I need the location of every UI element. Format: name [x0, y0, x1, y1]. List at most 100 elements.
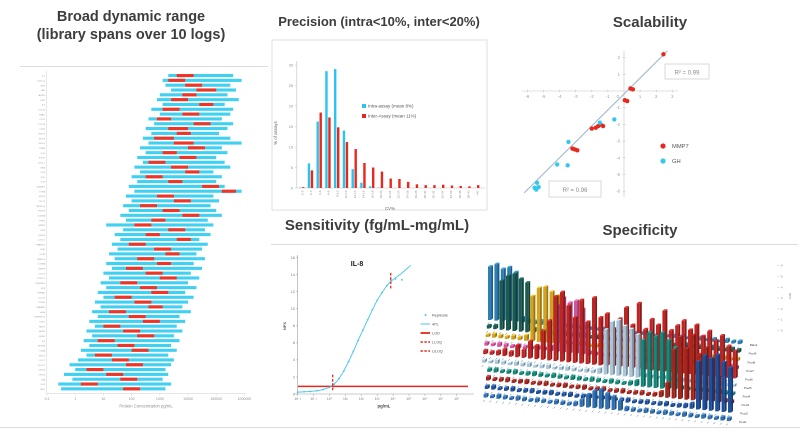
bar-top: [644, 399, 650, 401]
bar-front: [621, 339, 625, 342]
bar-side: [541, 372, 544, 377]
bar-front: [506, 370, 510, 374]
y-tick-label: 25: [289, 84, 293, 88]
bar-side: [672, 410, 675, 416]
bar-top: [530, 294, 536, 297]
normal-range-segment: [193, 122, 211, 126]
bar-top: [647, 331, 653, 333]
dynamic-range-bar: [120, 213, 222, 217]
category-label-mark: [492, 374, 495, 377]
bar-front: [502, 396, 506, 400]
category-label-mark: [713, 422, 716, 425]
bar-side: [487, 384, 490, 390]
precision-title: Precision (intra<10%, inter<20%): [278, 14, 480, 29]
inter-bar: [372, 167, 375, 188]
category-label-mark: [726, 423, 729, 426]
legend-label-inter: Inter-Assay (mean 11%): [368, 114, 417, 119]
bar-front: [620, 389, 624, 394]
bar-side: [571, 391, 573, 398]
bar-side: [515, 272, 518, 332]
bar-top: [643, 407, 649, 410]
dynamic-range-bar: [125, 218, 208, 222]
bar-top: [697, 352, 703, 355]
bar-side: [734, 339, 737, 344]
bar-top: [689, 401, 695, 404]
bar-side: [669, 338, 672, 390]
normal-range-segment: [145, 233, 160, 237]
bar-top: [519, 370, 525, 373]
normal-range-segment: [140, 286, 157, 290]
category-label-mark: [487, 322, 490, 325]
category-label-mark: [727, 414, 730, 417]
y-tick-label: 8: [293, 324, 295, 328]
bar-side: [614, 394, 617, 410]
bar-top: [561, 391, 567, 394]
bar-front: [621, 382, 625, 385]
dynamic-range-bar: [69, 363, 172, 367]
dynamic-range-bar: [142, 160, 225, 164]
category-label-mark: [487, 365, 490, 368]
dynamic-range-bar: [97, 290, 186, 294]
y-tick-label: 2: [293, 375, 295, 379]
bar-top: [732, 349, 738, 352]
y-tick-label: 12: [291, 290, 295, 294]
category-label-mark: [633, 388, 636, 391]
protein-label: FGF23: [38, 211, 46, 213]
bar-side: [586, 377, 589, 382]
category-label-mark: [486, 374, 489, 377]
category-label-mark: [669, 409, 672, 412]
category-label-mark: [492, 331, 495, 334]
bar-side: [495, 377, 498, 382]
bar-side: [494, 384, 497, 390]
x-tick-label: 100000: [210, 397, 222, 401]
x-tick-label: 12-14: [353, 190, 357, 198]
bar-side: [518, 395, 521, 401]
normal-range-segment: [154, 136, 174, 140]
bar-front: [626, 391, 630, 395]
bar-front: [534, 398, 538, 403]
bar-front: [536, 391, 540, 394]
bar-side: [569, 304, 572, 363]
x-tick-label: 24-26: [405, 190, 409, 198]
inter-bar: [424, 185, 427, 188]
bar-side: [502, 279, 505, 330]
bar-front: [723, 349, 727, 352]
bar-top: [494, 358, 500, 361]
bar-front: [688, 330, 692, 375]
replicate-point: [361, 329, 364, 331]
protein-label: CD40: [39, 129, 45, 131]
category-label-mark: [491, 339, 494, 343]
category-label-mark: [572, 408, 575, 411]
category-label-mark: [700, 420, 703, 424]
bar-front: [512, 273, 516, 332]
bar-top: [488, 359, 494, 361]
x-tick-label: 10-12: [344, 190, 348, 198]
bar-side: [627, 405, 630, 412]
category-label-mark: [482, 399, 485, 402]
protein-label: CD244: [38, 370, 46, 372]
bar-front: [624, 407, 628, 412]
category-label-mark: [530, 387, 533, 390]
bar-front: [660, 332, 664, 389]
bar-side: [718, 353, 721, 412]
bar-top: [486, 375, 491, 377]
bar-front: [564, 324, 568, 328]
bar-side: [539, 389, 541, 394]
protein-label: IL6: [42, 105, 46, 107]
bar-top: [491, 384, 497, 386]
bar-top: [518, 378, 523, 381]
bar-top: [500, 369, 505, 371]
bar-side: [519, 388, 522, 393]
bar-front: [639, 391, 643, 396]
inter-bar: [450, 185, 454, 188]
protein-label: CCL11: [38, 201, 45, 203]
category-label-mark: [481, 364, 484, 368]
bar-front: [628, 381, 632, 386]
category-label-mark: [484, 391, 487, 394]
bar-side: [575, 316, 578, 363]
category-label-mark: [682, 410, 685, 413]
bar-top: [616, 318, 622, 321]
bar-front: [726, 418, 730, 422]
bar-front: [522, 346, 526, 350]
x-tick-label: -6: [526, 94, 530, 99]
